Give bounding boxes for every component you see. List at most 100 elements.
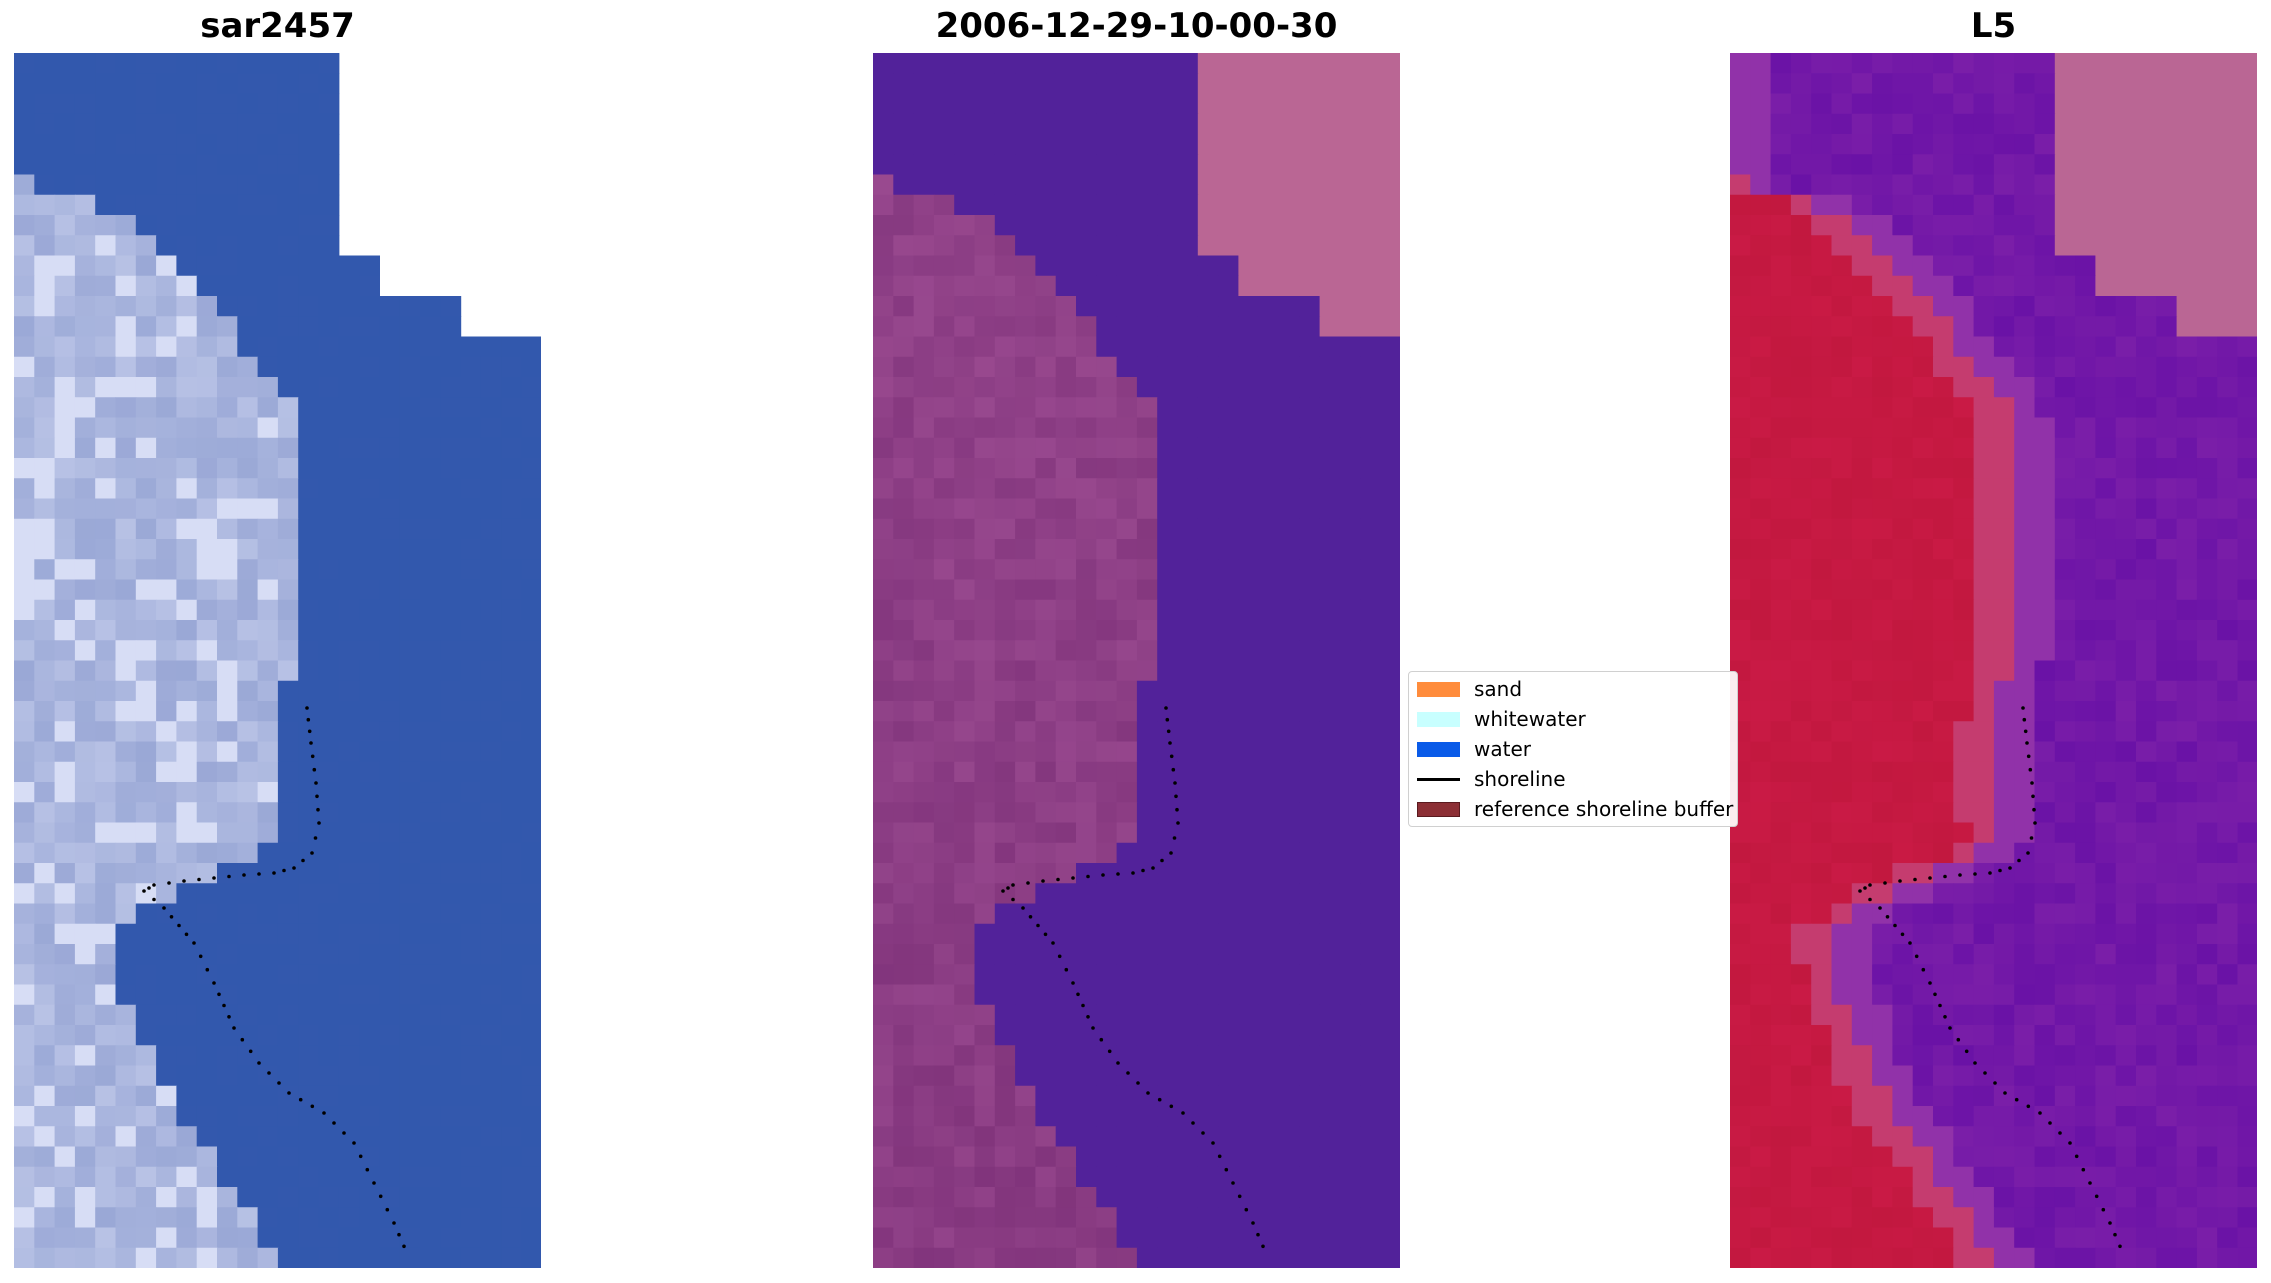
image-pixel [1197,1247,1219,1268]
image-pixel [1790,1187,1812,1208]
image-pixel [1197,559,1219,581]
image-pixel [1238,579,1260,601]
image-pixel [1912,660,1934,682]
image-pixel [1015,680,1036,702]
image-pixel [2176,1126,2198,1148]
image-pixel [2217,701,2239,722]
image-pixel [1299,559,1321,581]
image-pixel [2014,903,2036,925]
image-pixel [1157,498,1179,520]
image-pixel [994,458,1016,479]
image-pixel [933,296,955,317]
image-pixel [1299,1004,1321,1026]
image-pixel [1750,437,1772,459]
image-pixel [1831,215,1853,236]
image-pixel [954,559,976,581]
image-pixel [379,316,401,338]
image-pixel [420,1085,441,1107]
image-pixel [480,377,502,398]
image-pixel [974,761,996,783]
image-pixel [1177,417,1199,439]
image-pixel [1933,842,1954,864]
image-pixel [1319,640,1341,662]
image-pixel [318,1187,340,1208]
image-pixel [2075,721,2096,743]
image-pixel [913,1166,935,1188]
shoreline-point [1938,1003,1942,1008]
image-pixel [420,1166,441,1188]
image-pixel [318,93,340,115]
image-pixel [954,1227,976,1249]
image-pixel [115,336,137,358]
image-pixel [1076,1146,1097,1168]
image-pixel [14,660,35,682]
image-pixel [1912,1045,1934,1067]
shoreline-point [205,967,210,972]
image-pixel [1750,478,1772,500]
image-pixel [460,559,482,581]
image-pixel [1811,1247,1833,1268]
image-pixel [135,1247,157,1268]
image-pixel [1912,397,1934,419]
image-pixel [1380,599,1400,621]
image-pixel [95,377,117,398]
image-pixel [1157,255,1179,277]
image-pixel [2196,721,2218,743]
image-pixel [74,1227,96,1249]
image-pixel [95,883,117,905]
image-pixel [1319,559,1341,581]
shoreline-point [2038,1111,2042,1115]
image-pixel [115,1045,137,1067]
image-pixel [1177,559,1199,581]
image-pixel [1197,275,1219,297]
image-pixel [1360,1227,1382,1249]
image-pixel [1015,134,1036,155]
image-pixel [156,1247,177,1268]
image-pixel [1912,1146,1934,1168]
shoreline-point [1863,886,1867,890]
image-pixel [1096,782,1118,803]
image-pixel [460,842,482,864]
image-pixel [521,1247,541,1268]
image-pixel [14,1227,35,1249]
image-pixel [501,944,523,965]
image-pixel [359,620,380,641]
image-pixel [1730,356,1751,378]
image-pixel [2217,539,2239,560]
image-pixel [277,1207,299,1229]
image-pixel [217,478,238,500]
image-pixel [1319,842,1341,864]
image-pixel [2217,1166,2239,1188]
shoreline-point [2017,858,2021,863]
image-pixel [460,579,482,601]
image-pixel [176,701,198,722]
image-pixel [480,923,502,945]
image-pixel [2196,822,2218,844]
image-pixel [135,174,157,196]
image-pixel [2237,802,2257,824]
image-pixel [2034,194,2056,216]
shoreline-point [2029,836,2034,840]
image-pixel [1055,356,1077,378]
image-pixel [1197,822,1219,844]
image-pixel [974,701,996,722]
image-pixel [115,417,137,439]
image-pixel [1770,620,1792,641]
image-pixel [115,356,137,378]
image-pixel [237,397,259,419]
image-pixel [440,437,462,459]
image-pixel [1116,478,1138,500]
image-pixel [257,1227,279,1249]
image-pixel [1015,721,1036,743]
image-pixel [873,863,894,884]
image-pixel [873,1247,894,1268]
image-pixel [1933,1146,1954,1168]
image-pixel [2176,275,2198,297]
image-pixel [1750,215,1772,236]
image-pixel [1973,1106,1995,1127]
image-pixel [1770,113,1792,135]
image-pixel [399,1085,421,1107]
shoreline-point [169,915,174,919]
image-pixel [1116,296,1138,317]
image-pixel [1319,93,1341,115]
